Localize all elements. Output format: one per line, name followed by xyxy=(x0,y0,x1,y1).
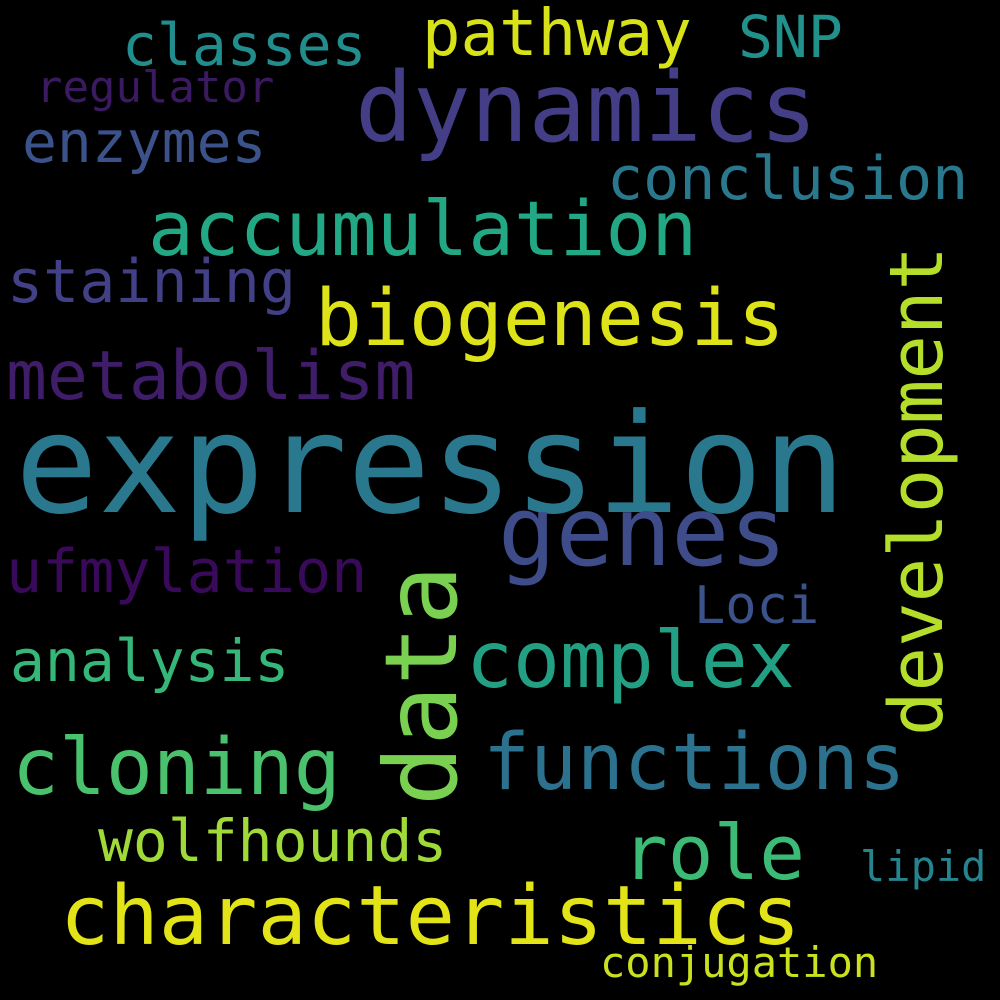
word-metabolism: metabolism xyxy=(6,337,416,416)
word-development: development xyxy=(874,245,960,736)
word-biogenesis: biogenesis xyxy=(315,274,785,364)
word-accumulation: accumulation xyxy=(148,184,698,273)
word-enzymes: enzymes xyxy=(22,108,267,176)
word-data: data xyxy=(363,565,480,806)
word-analysis: analysis xyxy=(10,627,290,695)
word-expression: expression xyxy=(15,384,846,545)
word-snp: SNP xyxy=(738,3,843,71)
word-regulator: regulator xyxy=(36,62,275,113)
word-complex: complex xyxy=(466,616,795,706)
word-ufmylation: ufmylation xyxy=(6,537,368,607)
word-wolfhounds: wolfhounds xyxy=(98,807,448,875)
word-lipid: lipid xyxy=(860,842,987,891)
word-dynamics: dynamics xyxy=(355,52,818,164)
word-role: role xyxy=(622,808,806,897)
word-pathway: pathway xyxy=(422,0,692,71)
word-genes: genes xyxy=(498,476,787,588)
word-loci: Loci xyxy=(694,576,820,636)
word-classes: classes xyxy=(122,11,367,79)
word-cloning: cloning xyxy=(12,723,341,813)
word-conclusion: conclusion xyxy=(607,144,969,214)
word-staining: staining xyxy=(7,247,296,317)
word-characteristics: characteristics xyxy=(60,869,801,964)
word-conjugation: conjugation xyxy=(600,938,879,987)
word-functions: functions xyxy=(483,718,906,808)
